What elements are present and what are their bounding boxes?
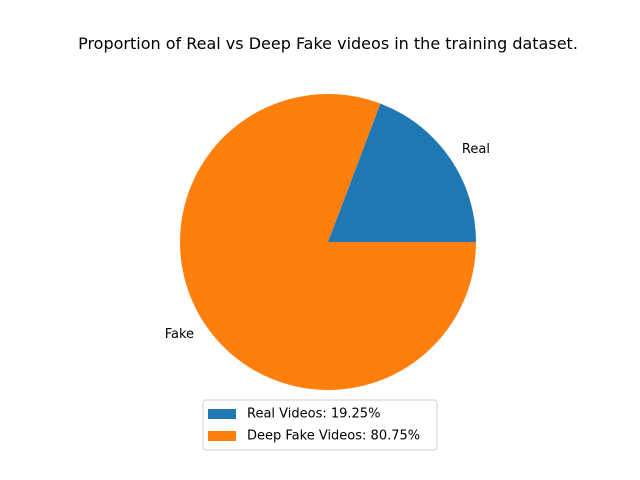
legend-swatch-real (208, 409, 236, 419)
pie-slice-fake (180, 94, 476, 391)
legend-frame (202, 399, 438, 451)
legend: Real Videos: 19.25% Deep Fake Videos: 80.… (202, 399, 438, 451)
legend-label-fake: Deep Fake Videos: 80.75% (247, 429, 420, 444)
legend-swatch-fake (208, 431, 236, 441)
slice-label-real: Real (462, 142, 490, 157)
legend-label-real: Real Videos: 19.25% (247, 407, 380, 422)
pie-slices (180, 94, 476, 391)
pie-labels: Real Fake (165, 142, 490, 342)
slice-label-fake: Fake (165, 327, 194, 342)
chart-title: Proportion of Real vs Deep Fake videos i… (78, 34, 578, 53)
pie-slice-real (328, 103, 476, 242)
